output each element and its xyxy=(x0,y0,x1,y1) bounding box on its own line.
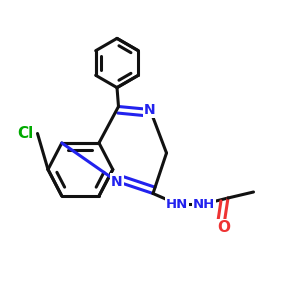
Text: N: N xyxy=(144,103,156,116)
Text: Cl: Cl xyxy=(17,126,34,141)
Text: O: O xyxy=(217,220,230,236)
Text: N: N xyxy=(111,175,123,188)
Text: NH: NH xyxy=(193,197,215,211)
Text: HN: HN xyxy=(166,197,188,211)
